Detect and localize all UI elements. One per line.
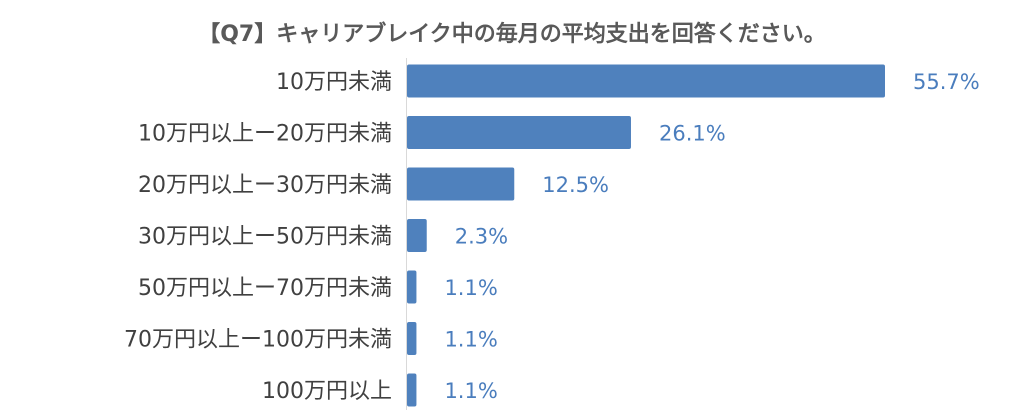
bar-4 [407, 219, 427, 252]
category-label-3: 20万円以上ー30万円未満 [138, 173, 392, 198]
bar-1 [407, 64, 885, 98]
bar-3 [407, 167, 515, 201]
category-label-7: 100万円以上 [262, 379, 392, 404]
bar-2 [407, 116, 631, 149]
category-label-6: 70万円以上ー100万円未満 [124, 328, 392, 353]
bar-6 [407, 322, 417, 355]
bar-7 [407, 373, 417, 407]
category-label-2: 10万円以上ー20万円未満 [138, 122, 392, 147]
category-labels-group: 10万円未満 10万円以上ー20万円未満 20万円以上ー30万円未満 30万円以上ー5… [124, 70, 392, 404]
value-label-3: 12.5% [542, 173, 609, 197]
bar-5 [407, 270, 417, 304]
value-label-2: 26.1% [659, 122, 726, 146]
value-label-1: 55.7% [913, 70, 980, 94]
category-label-1: 10万円未満 [276, 70, 392, 95]
category-label-4: 30万円以上ー50万円未満 [138, 225, 392, 250]
value-labels-group: 55.7% 26.1% 12.5% 2.3% 1.1% 1.1% 1.1% [444, 70, 979, 403]
value-label-5: 1.1% [444, 276, 497, 300]
category-label-5: 50万円以上ー70万円未満 [138, 276, 392, 301]
chart-title: 【Q7】キャリアブレイク中の毎月の平均支出を回答ください。 [198, 21, 826, 47]
value-label-4: 2.3% [455, 225, 508, 249]
bars-group [407, 64, 885, 407]
value-label-7: 1.1% [444, 379, 497, 403]
value-label-6: 1.1% [444, 328, 497, 352]
